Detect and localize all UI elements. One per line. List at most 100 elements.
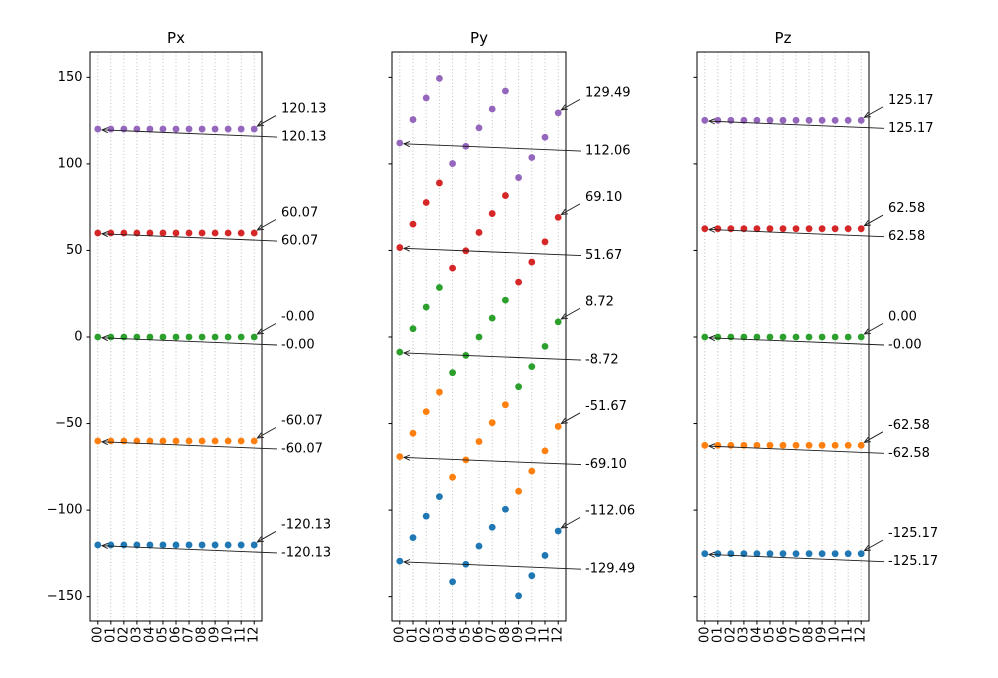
data-point: [436, 493, 443, 500]
data-point: [146, 229, 154, 237]
annotation-arrow: [403, 143, 582, 152]
data-point: [753, 225, 761, 233]
annotation-label: 120.13: [281, 102, 327, 117]
data-point: [740, 225, 748, 233]
data-point: [224, 333, 232, 341]
x-tick-label: 05: [458, 627, 473, 644]
data-point: [185, 541, 193, 549]
data-point: [107, 229, 115, 237]
x-tick-label: 07: [789, 627, 804, 644]
annotation-label: 60.07: [281, 234, 318, 249]
series-green: [701, 333, 865, 341]
data-point: [94, 229, 102, 237]
data-point: [766, 333, 774, 341]
data-point: [237, 437, 245, 445]
annotation-arrowhead: [256, 432, 264, 439]
data-point: [185, 229, 193, 237]
x-tick-label: 00: [697, 627, 712, 644]
x-tick-label: 08: [802, 627, 817, 644]
data-point: [779, 225, 787, 233]
annotation-arrowhead: [100, 334, 109, 342]
annotation-arrowhead: [707, 443, 716, 450]
data-point: [133, 125, 141, 133]
data-point: [818, 550, 826, 558]
annotation-arrow: [708, 229, 885, 238]
x-tick-label: 01: [406, 627, 421, 644]
annotation-arrowhead: [707, 334, 716, 342]
data-point: [727, 441, 735, 449]
x-tick-label: 08: [195, 627, 210, 644]
data-point: [159, 333, 167, 341]
data-point: [488, 523, 496, 531]
data-point: [172, 229, 180, 237]
x-tick-label: 03: [736, 627, 751, 644]
x-tick-label: 11: [841, 627, 856, 644]
data-point: [475, 229, 483, 236]
data-point: [198, 437, 206, 445]
annotation-arrow: [561, 517, 581, 529]
data-point: [844, 116, 852, 124]
data-point: [805, 333, 813, 341]
data-point: [753, 116, 761, 124]
data-point: [727, 116, 735, 124]
data-point: [554, 213, 562, 221]
data-point: [198, 541, 206, 549]
x-tick-label: 10: [221, 627, 236, 644]
data-point: [475, 438, 483, 445]
data-point: [185, 333, 193, 341]
data-point: [396, 244, 404, 251]
data-point: [449, 473, 456, 481]
data-point: [449, 264, 456, 272]
data-point: [185, 437, 193, 445]
data-point: [422, 408, 430, 416]
annotation-arrowhead: [402, 350, 411, 357]
y-tick-label: 100: [58, 156, 83, 171]
annotation-arrow: [403, 352, 582, 361]
data-point: [211, 333, 219, 341]
x-tick-label: 05: [762, 627, 777, 644]
data-point: [172, 333, 180, 341]
data-point: [701, 116, 709, 124]
annotation-label: -0.00: [281, 338, 315, 353]
series-red: [396, 179, 562, 286]
x-tick-label: 06: [472, 627, 487, 644]
x-tick-label: 07: [485, 627, 500, 644]
data-point: [792, 225, 800, 233]
x-tick-label: 12: [247, 627, 262, 644]
series-blue: [701, 550, 865, 558]
data-point: [528, 258, 536, 266]
data-point: [396, 557, 404, 565]
annotation-arrowhead: [256, 120, 264, 127]
annotation-arrow: [101, 441, 278, 450]
data-point: [107, 333, 115, 341]
annotation-label: -120.13: [281, 517, 331, 532]
annotation-arrow: [864, 431, 884, 443]
annotation-arrow: [403, 561, 582, 570]
series-green: [396, 284, 562, 391]
series-green: [94, 333, 258, 341]
data-point: [172, 125, 180, 133]
data-point: [857, 116, 865, 124]
data-point: [714, 333, 722, 341]
data-point: [224, 229, 232, 237]
data-point: [250, 229, 258, 237]
annotation-arrowhead: [863, 328, 871, 335]
data-point: [714, 550, 722, 558]
annotation-arrow: [708, 554, 885, 563]
data-point: [779, 333, 787, 341]
data-point: [159, 125, 167, 133]
data-point: [198, 333, 206, 341]
annotation-arrowhead: [100, 127, 109, 134]
annotation-label: 62.58: [888, 229, 925, 244]
data-point: [224, 541, 232, 549]
x-tick-label: 10: [828, 627, 843, 644]
data-point: [250, 125, 258, 133]
data-point: [146, 541, 154, 549]
data-point: [211, 541, 219, 549]
annotation-arrowhead: [402, 454, 411, 461]
x-tick-label: 04: [142, 627, 157, 644]
x-tick-label: 11: [538, 627, 553, 644]
annotation-arrow: [708, 337, 885, 346]
annotation-label: -0.00: [888, 338, 922, 353]
